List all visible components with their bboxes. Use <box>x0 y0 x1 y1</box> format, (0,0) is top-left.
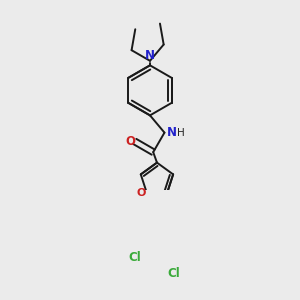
Text: N: N <box>167 126 176 139</box>
Text: O: O <box>136 188 146 198</box>
Text: O: O <box>125 135 135 148</box>
Text: Cl: Cl <box>128 251 141 264</box>
Text: H: H <box>178 128 185 138</box>
Text: N: N <box>145 49 155 62</box>
Text: Cl: Cl <box>168 267 180 280</box>
